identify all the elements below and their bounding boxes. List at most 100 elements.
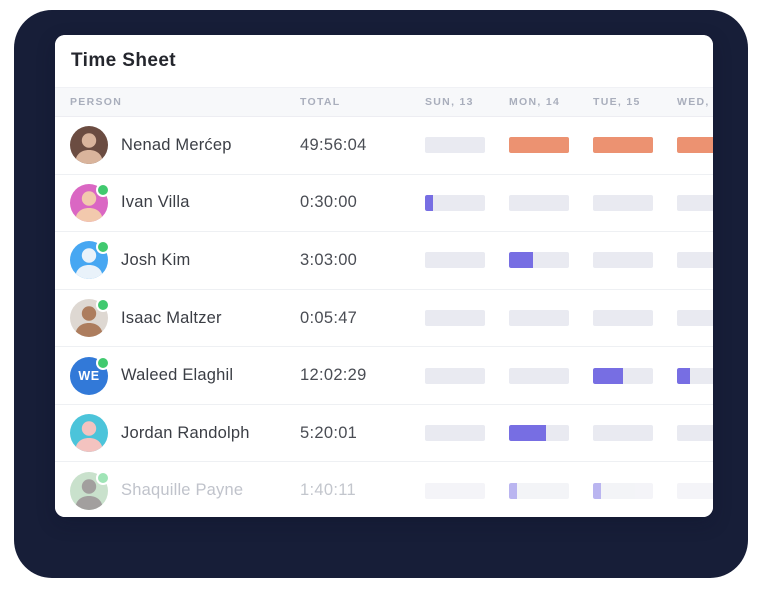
person-cell: Jordan Randolph xyxy=(70,414,300,453)
hours-bar-track xyxy=(593,252,653,269)
person-cell: Josh Kim xyxy=(70,240,300,280)
hours-bar-fill xyxy=(425,194,433,211)
avatar-circle xyxy=(70,414,108,453)
person-silhouette-icon xyxy=(75,421,103,453)
hours-bar-track xyxy=(509,482,569,499)
avatar-initials: WE xyxy=(78,368,100,383)
hours-bar-track xyxy=(677,425,713,442)
total-value: 5:20:01 xyxy=(300,423,358,442)
hours-bar-track xyxy=(677,482,713,499)
total-value: 12:02:29 xyxy=(300,366,367,385)
hours-bar-track xyxy=(509,137,569,154)
person-name: Waleed Elaghil xyxy=(121,366,234,385)
online-dot xyxy=(96,182,110,197)
person-name: Shaquille Payne xyxy=(121,481,244,500)
day-cell xyxy=(509,482,593,499)
avatar xyxy=(70,240,110,280)
column-header-person: PERSON xyxy=(70,96,123,108)
table-row[interactable]: Ivan Villa 0:30:00 xyxy=(55,173,713,232)
table-row[interactable]: Nenad Merćep 49:56:04 xyxy=(55,117,713,174)
hours-bar-track xyxy=(677,367,713,384)
page-title: Time Sheet xyxy=(71,50,177,71)
avatar-circle xyxy=(70,126,108,165)
total-value: 1:40:11 xyxy=(300,481,356,500)
day-cell xyxy=(593,482,677,499)
total-cell: 1:40:11 xyxy=(300,481,425,500)
hours-bar-track xyxy=(425,482,485,499)
person-name: Josh Kim xyxy=(121,250,191,269)
hours-bar-track xyxy=(677,137,713,154)
table-row[interactable]: Josh Kim 3:03:00 xyxy=(55,231,713,289)
avatar xyxy=(70,126,108,165)
total-cell: 0:30:00 xyxy=(300,193,425,212)
day-cell xyxy=(425,310,509,327)
table-header: PERSON TOTAL SUN, 13 MON, 14 TUE, 15 WED, xyxy=(55,87,713,117)
day-cell xyxy=(509,425,593,442)
table-row[interactable]: Jordan Randolph 5:20:01 xyxy=(55,403,713,462)
person-silhouette-icon xyxy=(75,191,103,222)
day-cell xyxy=(425,252,509,269)
avatar xyxy=(70,182,110,222)
day-cell xyxy=(677,310,713,327)
table-row[interactable]: Isaac Maltzer 0:05:47 xyxy=(55,288,713,347)
card-title-bar: Time Sheet xyxy=(55,35,713,87)
day-cells xyxy=(425,252,713,269)
hours-bar-fill xyxy=(677,137,713,154)
hours-bar-fill xyxy=(593,367,623,384)
hours-bar-track xyxy=(593,310,653,327)
day-cell xyxy=(677,252,713,269)
table-row[interactable]: WE Waleed Elaghil 12:02:29 xyxy=(55,346,713,404)
hours-bar-track xyxy=(509,425,569,442)
header-days: SUN, 13 MON, 14 TUE, 15 WED, xyxy=(425,96,713,108)
avatar xyxy=(70,470,110,510)
day-cell xyxy=(509,137,593,154)
total-cell: 49:56:04 xyxy=(300,136,425,155)
day-cell xyxy=(677,482,713,499)
person-name: Nenad Merćep xyxy=(121,135,232,154)
table-row[interactable]: Shaquille Payne 1:40:11 xyxy=(55,461,713,517)
hours-bar-fill xyxy=(593,137,653,154)
online-dot xyxy=(96,240,110,255)
hours-bar-track xyxy=(677,194,713,211)
person-silhouette-icon xyxy=(75,133,103,165)
person-cell: Isaac Maltzer xyxy=(70,298,300,338)
avatar: WE xyxy=(70,355,110,395)
timesheet-card: Time Sheet PERSON TOTAL SUN, 13 MON, 14 TU… xyxy=(55,35,713,517)
column-header-day: WED, xyxy=(677,96,710,108)
online-dot xyxy=(96,355,110,370)
person-name: Ivan Villa xyxy=(121,193,190,212)
table-body: Nenad Merćep 49:56:04 Ivan Villa 0:30:00 xyxy=(55,117,713,517)
total-cell: 5:20:01 xyxy=(300,424,425,443)
day-cells xyxy=(425,194,713,211)
online-dot xyxy=(96,470,110,485)
person-silhouette-icon xyxy=(75,306,103,338)
day-cells xyxy=(425,137,713,154)
day-cell xyxy=(593,252,677,269)
total-value: 0:05:47 xyxy=(300,308,358,327)
avatar-circle xyxy=(70,241,108,280)
hours-bar-fill xyxy=(509,252,533,269)
hours-bar-track xyxy=(425,137,485,154)
day-cell xyxy=(677,367,713,384)
avatar xyxy=(70,414,108,453)
day-cell xyxy=(677,194,713,211)
person-name: Jordan Randolph xyxy=(121,423,250,442)
person-cell: Shaquille Payne xyxy=(70,470,300,510)
hours-bar-fill xyxy=(593,482,601,499)
day-cell xyxy=(677,425,713,442)
hours-bar-track xyxy=(509,310,569,327)
total-cell: 12:02:29 xyxy=(300,366,425,385)
day-cells xyxy=(425,482,713,499)
hours-bar-track xyxy=(677,310,713,327)
hours-bar-track xyxy=(425,252,485,269)
person-silhouette-icon xyxy=(75,248,103,280)
hours-bar-fill xyxy=(677,367,691,384)
total-cell: 3:03:00 xyxy=(300,251,425,270)
person-silhouette-icon xyxy=(75,479,103,510)
hours-bar-track xyxy=(425,425,485,442)
day-cells xyxy=(425,310,713,327)
column-header-day: MON, 14 xyxy=(509,96,561,108)
avatar-circle xyxy=(70,299,108,338)
hours-bar-track xyxy=(509,367,569,384)
day-cell xyxy=(593,425,677,442)
